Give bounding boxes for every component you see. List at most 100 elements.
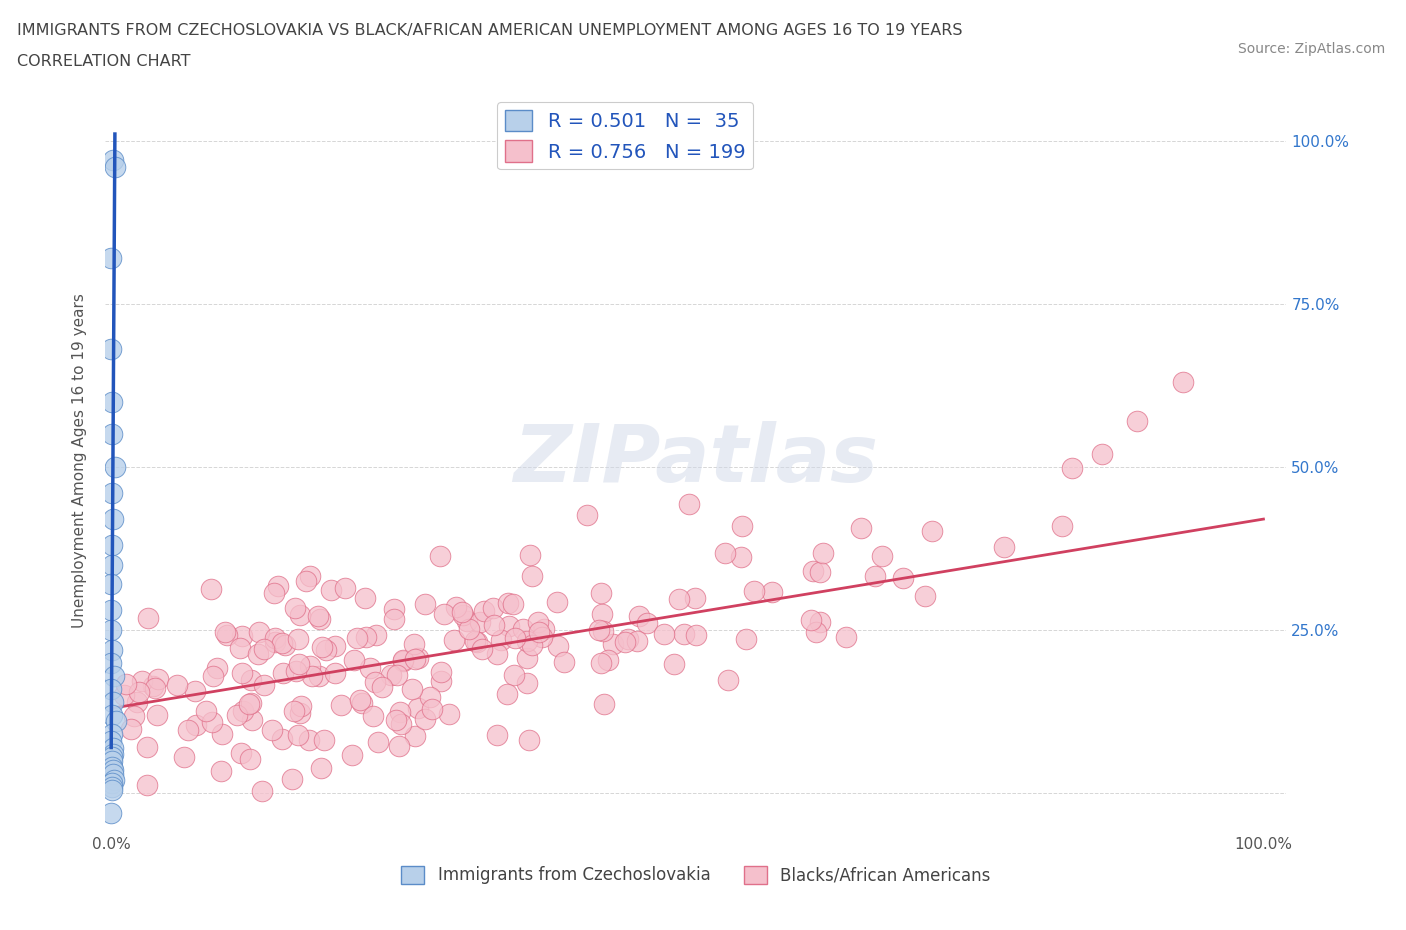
- Point: [408, 650, 430, 665]
- Point: [359, 660, 381, 675]
- Point: [100, 577, 122, 591]
- Point: [274, 638, 297, 653]
- Point: [101, 766, 124, 781]
- Point: [309, 612, 332, 627]
- Point: [808, 614, 831, 629]
- Point: [430, 674, 453, 689]
- Point: [100, 734, 122, 749]
- Point: [229, 746, 252, 761]
- Point: [239, 751, 262, 766]
- Point: [101, 740, 124, 755]
- Point: [325, 639, 347, 654]
- Point: [100, 656, 122, 671]
- Point: [735, 632, 758, 647]
- Point: [253, 642, 276, 657]
- Point: [1091, 446, 1114, 461]
- Point: [993, 539, 1015, 554]
- Point: [346, 631, 368, 645]
- Point: [364, 674, 387, 689]
- Point: [120, 721, 142, 736]
- Point: [385, 668, 408, 683]
- Point: [465, 634, 488, 649]
- Point: [527, 624, 550, 639]
- Point: [354, 591, 377, 605]
- Point: [468, 615, 491, 630]
- Point: [380, 668, 402, 683]
- Point: [214, 625, 236, 640]
- Point: [298, 568, 321, 583]
- Point: [309, 761, 332, 776]
- Point: [485, 647, 508, 662]
- Point: [231, 629, 253, 644]
- Point: [430, 664, 453, 679]
- Point: [683, 591, 706, 605]
- Point: [1060, 461, 1083, 476]
- Point: [115, 677, 138, 692]
- Point: [761, 585, 783, 600]
- Point: [627, 608, 650, 623]
- Point: [136, 777, 159, 792]
- Point: [100, 622, 122, 637]
- Point: [451, 608, 474, 623]
- Point: [301, 669, 323, 684]
- Point: [100, 776, 122, 790]
- Point: [472, 604, 495, 618]
- Point: [143, 681, 166, 696]
- Point: [801, 564, 824, 578]
- Point: [294, 574, 316, 589]
- Point: [498, 618, 520, 633]
- Point: [101, 153, 124, 167]
- Point: [287, 728, 309, 743]
- Point: [389, 705, 412, 720]
- Point: [389, 717, 412, 732]
- Point: [100, 779, 122, 794]
- Point: [101, 747, 124, 762]
- Point: [101, 427, 124, 442]
- Point: [533, 621, 555, 636]
- Point: [240, 712, 263, 727]
- Point: [100, 805, 122, 820]
- Point: [495, 686, 517, 701]
- Point: [288, 657, 311, 671]
- Point: [382, 602, 405, 617]
- Point: [415, 597, 437, 612]
- Point: [456, 614, 478, 629]
- Point: [553, 655, 575, 670]
- Legend: Immigrants from Czechoslovakia, Blacks/African Americans: Immigrants from Czechoslovakia, Blacks/A…: [395, 859, 997, 891]
- Point: [516, 650, 538, 665]
- Point: [575, 507, 598, 522]
- Point: [281, 771, 304, 786]
- Point: [730, 550, 752, 565]
- Point: [100, 682, 122, 697]
- Point: [264, 634, 287, 649]
- Point: [267, 578, 290, 593]
- Point: [588, 623, 610, 638]
- Point: [325, 666, 347, 681]
- Point: [145, 708, 167, 723]
- Point: [100, 603, 122, 618]
- Point: [591, 586, 613, 601]
- Point: [717, 672, 740, 687]
- Point: [319, 582, 342, 597]
- Point: [136, 610, 159, 625]
- Point: [253, 678, 276, 693]
- Point: [128, 684, 150, 699]
- Point: [100, 708, 122, 723]
- Point: [512, 622, 534, 637]
- Point: [183, 684, 205, 698]
- Point: [271, 666, 294, 681]
- Point: [103, 669, 125, 684]
- Point: [366, 627, 388, 642]
- Point: [340, 748, 363, 763]
- Point: [811, 546, 834, 561]
- Point: [678, 496, 700, 511]
- Point: [516, 675, 538, 690]
- Point: [122, 709, 145, 724]
- Point: [810, 565, 832, 579]
- Point: [914, 589, 936, 604]
- Point: [593, 696, 616, 711]
- Point: [429, 549, 451, 564]
- Text: Source: ZipAtlas.com: Source: ZipAtlas.com: [1237, 42, 1385, 56]
- Point: [673, 626, 696, 641]
- Point: [834, 630, 856, 644]
